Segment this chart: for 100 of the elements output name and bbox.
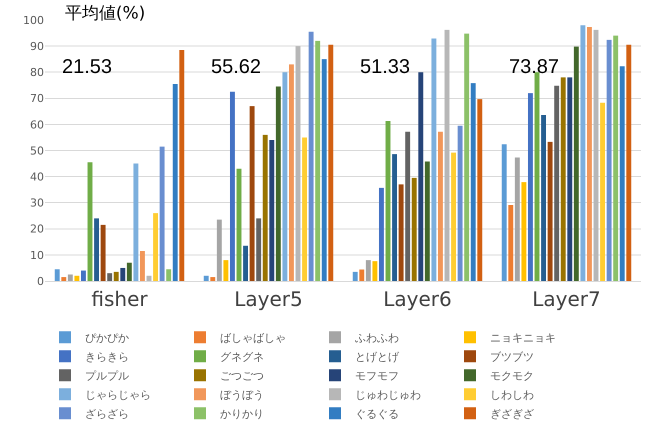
bar	[477, 99, 482, 281]
bar	[378, 188, 384, 281]
y-tick-label: 80	[30, 66, 44, 80]
bar	[560, 77, 566, 281]
bar	[308, 32, 314, 281]
x-tick-label: Layer6	[383, 287, 452, 311]
bar	[528, 93, 533, 281]
bar	[458, 126, 463, 281]
bar	[269, 140, 274, 281]
bar	[296, 46, 300, 281]
bar	[276, 86, 281, 281]
bar	[107, 273, 112, 281]
annotation: 51.33	[360, 56, 410, 78]
bar	[626, 44, 632, 281]
bar	[153, 213, 158, 281]
y-tick-label: 0	[37, 274, 44, 288]
bar	[548, 142, 553, 281]
bar	[114, 272, 119, 281]
legend-label: ぼうぼう	[220, 388, 264, 402]
legend-label: ぐるぐる	[355, 408, 399, 421]
bar	[594, 30, 598, 281]
legend-label: とげとげ	[355, 350, 400, 364]
bar	[302, 137, 308, 281]
y-tick-label: 20	[30, 222, 44, 236]
bar	[120, 268, 126, 281]
annotation: 73.87	[509, 56, 560, 78]
bar	[262, 134, 268, 281]
legend-label: ごつごつ	[220, 370, 264, 383]
bar	[223, 260, 228, 281]
bar	[315, 40, 320, 281]
y-tick-label: 90	[30, 40, 44, 53]
bar	[243, 246, 248, 281]
bar	[405, 132, 410, 281]
bar	[534, 72, 540, 281]
bar	[100, 224, 106, 281]
bar	[256, 218, 262, 281]
legend-label: プルプル	[85, 370, 129, 383]
legend-label: モフモフ	[355, 370, 399, 383]
legend-label: じゅわじゅわ	[355, 388, 421, 402]
legend-label: きらきら	[85, 350, 129, 364]
bar	[438, 132, 443, 281]
bar	[328, 44, 334, 281]
bar	[288, 64, 294, 281]
bar	[567, 77, 572, 281]
y-tick-label: 10	[30, 248, 44, 262]
bar	[398, 184, 404, 281]
bar	[140, 250, 145, 281]
bar	[541, 115, 546, 281]
bar	[54, 269, 60, 281]
chart-title: 平均値(%)	[64, 3, 146, 24]
bar	[61, 277, 66, 281]
bar	[88, 162, 92, 281]
bar	[613, 36, 618, 281]
legend-label: ブツブツ	[490, 350, 534, 364]
annotation: 21.53	[62, 56, 112, 78]
bar	[418, 72, 424, 281]
bar	[431, 38, 436, 281]
bar	[352, 272, 358, 281]
y-tick-label: 50	[30, 144, 44, 158]
legend-label: グネグネ	[220, 350, 264, 364]
bar	[146, 276, 152, 281]
bar	[464, 34, 470, 281]
legend-label: モクモク	[490, 370, 534, 383]
bar	[210, 277, 216, 281]
legend-label: ぴかぴか	[85, 332, 129, 345]
bar	[250, 106, 255, 281]
bar	[366, 260, 371, 281]
bar	[126, 262, 132, 281]
legend-label: ざらざら	[85, 408, 129, 421]
bar	[554, 86, 560, 281]
bar	[68, 274, 73, 281]
legend-label: しわしわ	[490, 388, 534, 402]
bar	[133, 164, 138, 281]
legend-label: かりかり	[220, 408, 264, 421]
bar	[216, 220, 222, 281]
bar	[412, 178, 417, 281]
bar	[74, 276, 80, 281]
x-tick-label: fisher	[91, 287, 148, 311]
bar	[94, 218, 100, 281]
bar	[451, 152, 456, 281]
y-tick-label: 70	[30, 92, 44, 106]
bar	[392, 154, 398, 281]
legend-label: ニョキニョキ	[490, 332, 556, 345]
bar	[359, 270, 364, 281]
legend-label: ふわふわ	[354, 332, 399, 345]
x-tick-label: Layer5	[234, 287, 303, 311]
bar	[322, 59, 327, 281]
bar	[502, 144, 507, 281]
bar	[160, 146, 165, 281]
annotation: 55.62	[211, 56, 262, 78]
bar	[386, 121, 390, 281]
bar	[166, 269, 172, 281]
bar	[236, 168, 242, 281]
legend-label: ばしゃばしゃ	[220, 332, 286, 345]
bar	[282, 72, 288, 281]
bar	[586, 27, 592, 281]
bar	[620, 66, 625, 281]
bar	[580, 25, 586, 281]
bar	[521, 182, 526, 281]
bar	[372, 261, 378, 281]
